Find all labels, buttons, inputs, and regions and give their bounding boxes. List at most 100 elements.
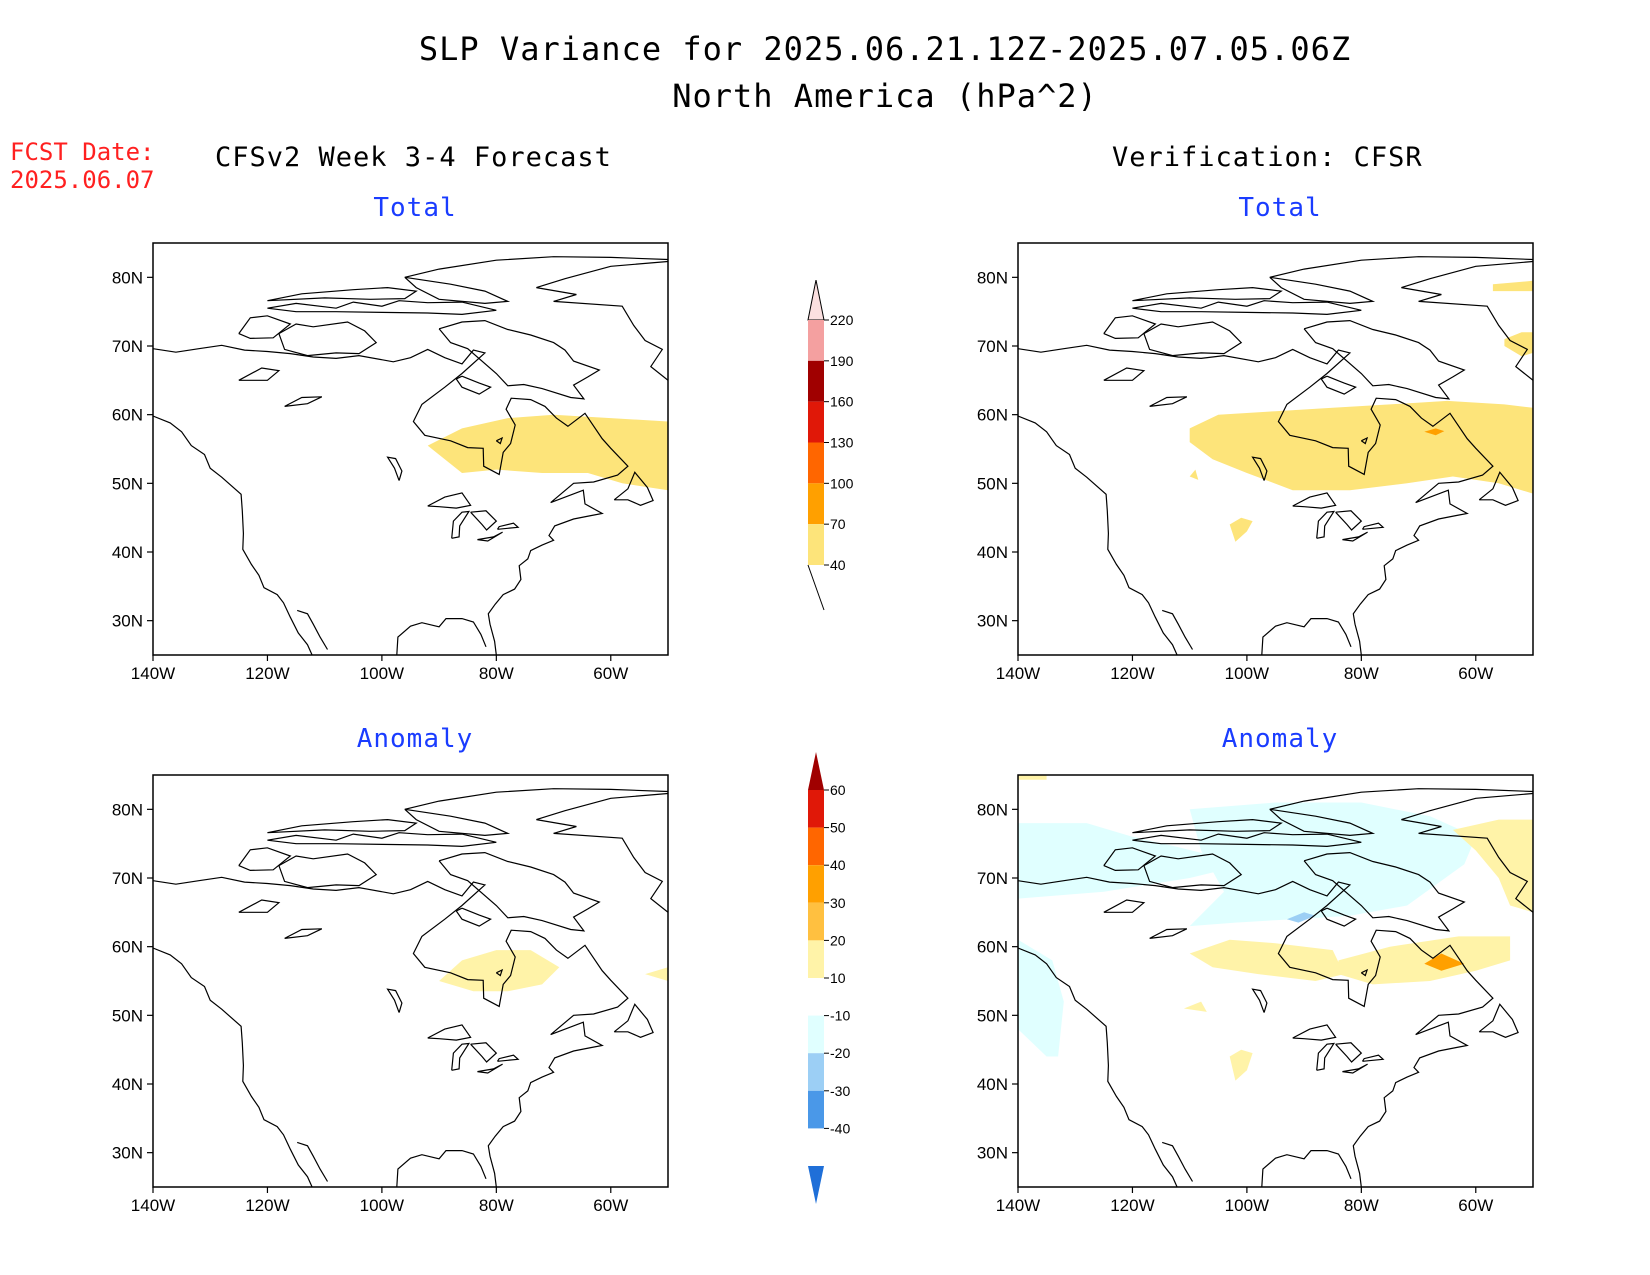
coastline [1316, 1042, 1336, 1071]
map-frame [152, 774, 669, 1188]
colorbar-label: -30 [830, 1083, 850, 1099]
coastline [1320, 375, 1357, 395]
coastline [1478, 1003, 1519, 1038]
colorbar-swatch [808, 940, 824, 978]
coastline [297, 1141, 329, 1182]
verification-column-heading: Verification: CFSR [1112, 142, 1423, 173]
coastline [455, 375, 492, 395]
lat-label: 50N [977, 474, 1008, 493]
colorbar-label: 50 [830, 820, 846, 836]
coastline [386, 456, 403, 481]
coastline [396, 618, 487, 655]
shading-region [645, 967, 668, 981]
coastline [1269, 256, 1533, 278]
lat-label: 50N [112, 1006, 143, 1025]
colorbar-label: -20 [830, 1045, 850, 1061]
coastline [495, 436, 504, 445]
coastline [496, 522, 520, 530]
shading-region [1492, 280, 1533, 292]
colorbar-top-triangle [807, 280, 825, 321]
verification-anomaly-title: Anomaly [1221, 724, 1339, 754]
colorbar-swatch [808, 1015, 824, 1054]
coastline [536, 260, 668, 381]
map-frame [152, 242, 669, 656]
colorbar-label: -40 [830, 1120, 850, 1136]
coastline [267, 832, 497, 848]
coastline [153, 947, 313, 1187]
shading-region [1018, 939, 1064, 1057]
lat-label: 50N [112, 474, 143, 493]
colorbar-swatch [808, 483, 824, 525]
coastline [1018, 947, 1178, 1187]
colorbar-swatch [808, 524, 824, 565]
shading-region [1183, 1001, 1207, 1012]
coastline [1269, 788, 1533, 810]
anomaly-colorbar: 60 50 40 30 20 10 -10 -20 -30 -40 [808, 752, 850, 1204]
coastline [1335, 1042, 1363, 1063]
coastline [267, 818, 418, 834]
coastline [1162, 1141, 1194, 1182]
lat-label: 60N [112, 406, 143, 425]
coastline [495, 968, 504, 977]
forecast-total-title: Total [373, 193, 457, 223]
forecast-total-map: 80N 70N 60N 50N 40N 30N 140W 120W 100W 80W 60W [112, 242, 669, 683]
lon-label: 60W [593, 1196, 628, 1215]
coastline [477, 531, 503, 542]
coastline [1401, 260, 1533, 381]
shading-region [439, 950, 560, 992]
shading-region [1229, 517, 1253, 542]
coastline [153, 415, 313, 655]
colorbar-label: 30 [830, 895, 846, 911]
lat-label: 40N [977, 1075, 1008, 1094]
coastline [1018, 344, 1494, 655]
lon-label: 80W [1344, 1196, 1379, 1215]
lon-label: 100W [360, 1196, 404, 1215]
lat-label: 80N [977, 268, 1008, 287]
coastline [153, 876, 629, 1187]
coastline [1342, 531, 1368, 542]
colorbar-swatch [808, 442, 824, 484]
map-frame [1017, 242, 1534, 656]
coastline [278, 321, 378, 357]
lon-label: 120W [245, 1196, 289, 1215]
lon-label: 60W [593, 664, 628, 683]
colorbar-swatch [808, 865, 824, 903]
shading-region [1452, 819, 1533, 913]
coastline [1316, 510, 1336, 539]
coastline [438, 319, 601, 400]
colorbar-bottom-triangle [807, 564, 825, 611]
coastline [284, 396, 323, 407]
total-colorbar: 220 190 160 130 100 70 40 [807, 280, 854, 611]
coastline [238, 899, 281, 913]
lon-label: 80W [479, 1196, 514, 1215]
lat-label: 40N [112, 1075, 143, 1094]
lon-label: 120W [1110, 664, 1154, 683]
coastline [1361, 522, 1385, 530]
coastline [1360, 436, 1369, 445]
coastline [536, 792, 668, 913]
coastline [470, 510, 498, 531]
lat-label: 80N [112, 800, 143, 819]
colorbar-swatch [808, 978, 824, 1016]
lat-label: 70N [112, 869, 143, 888]
coastline [1303, 851, 1466, 932]
colorbar-swatch [808, 320, 824, 361]
colorbar-label: 70 [830, 516, 846, 532]
coastline [1018, 415, 1178, 655]
coastline [404, 276, 511, 305]
coastline [1303, 319, 1466, 400]
colorbar-label: 160 [830, 394, 854, 410]
colorbar-label: 40 [830, 557, 846, 573]
coastline [1132, 832, 1362, 848]
verification-total-map: 80N 70N 60N 50N 40N 30N 140W 120W 100W 80W 60W [977, 242, 1534, 683]
coastline [238, 847, 292, 872]
coastline [238, 315, 292, 340]
coastline [404, 256, 668, 278]
forecast-column-heading: CFSv2 Week 3-4 Forecast [215, 142, 612, 173]
shading-region [427, 414, 668, 491]
coastline [451, 510, 471, 539]
lon-label: 140W [131, 1196, 175, 1215]
lat-label: 30N [112, 612, 143, 631]
coastline [1360, 968, 1369, 977]
lat-label: 40N [977, 543, 1008, 562]
